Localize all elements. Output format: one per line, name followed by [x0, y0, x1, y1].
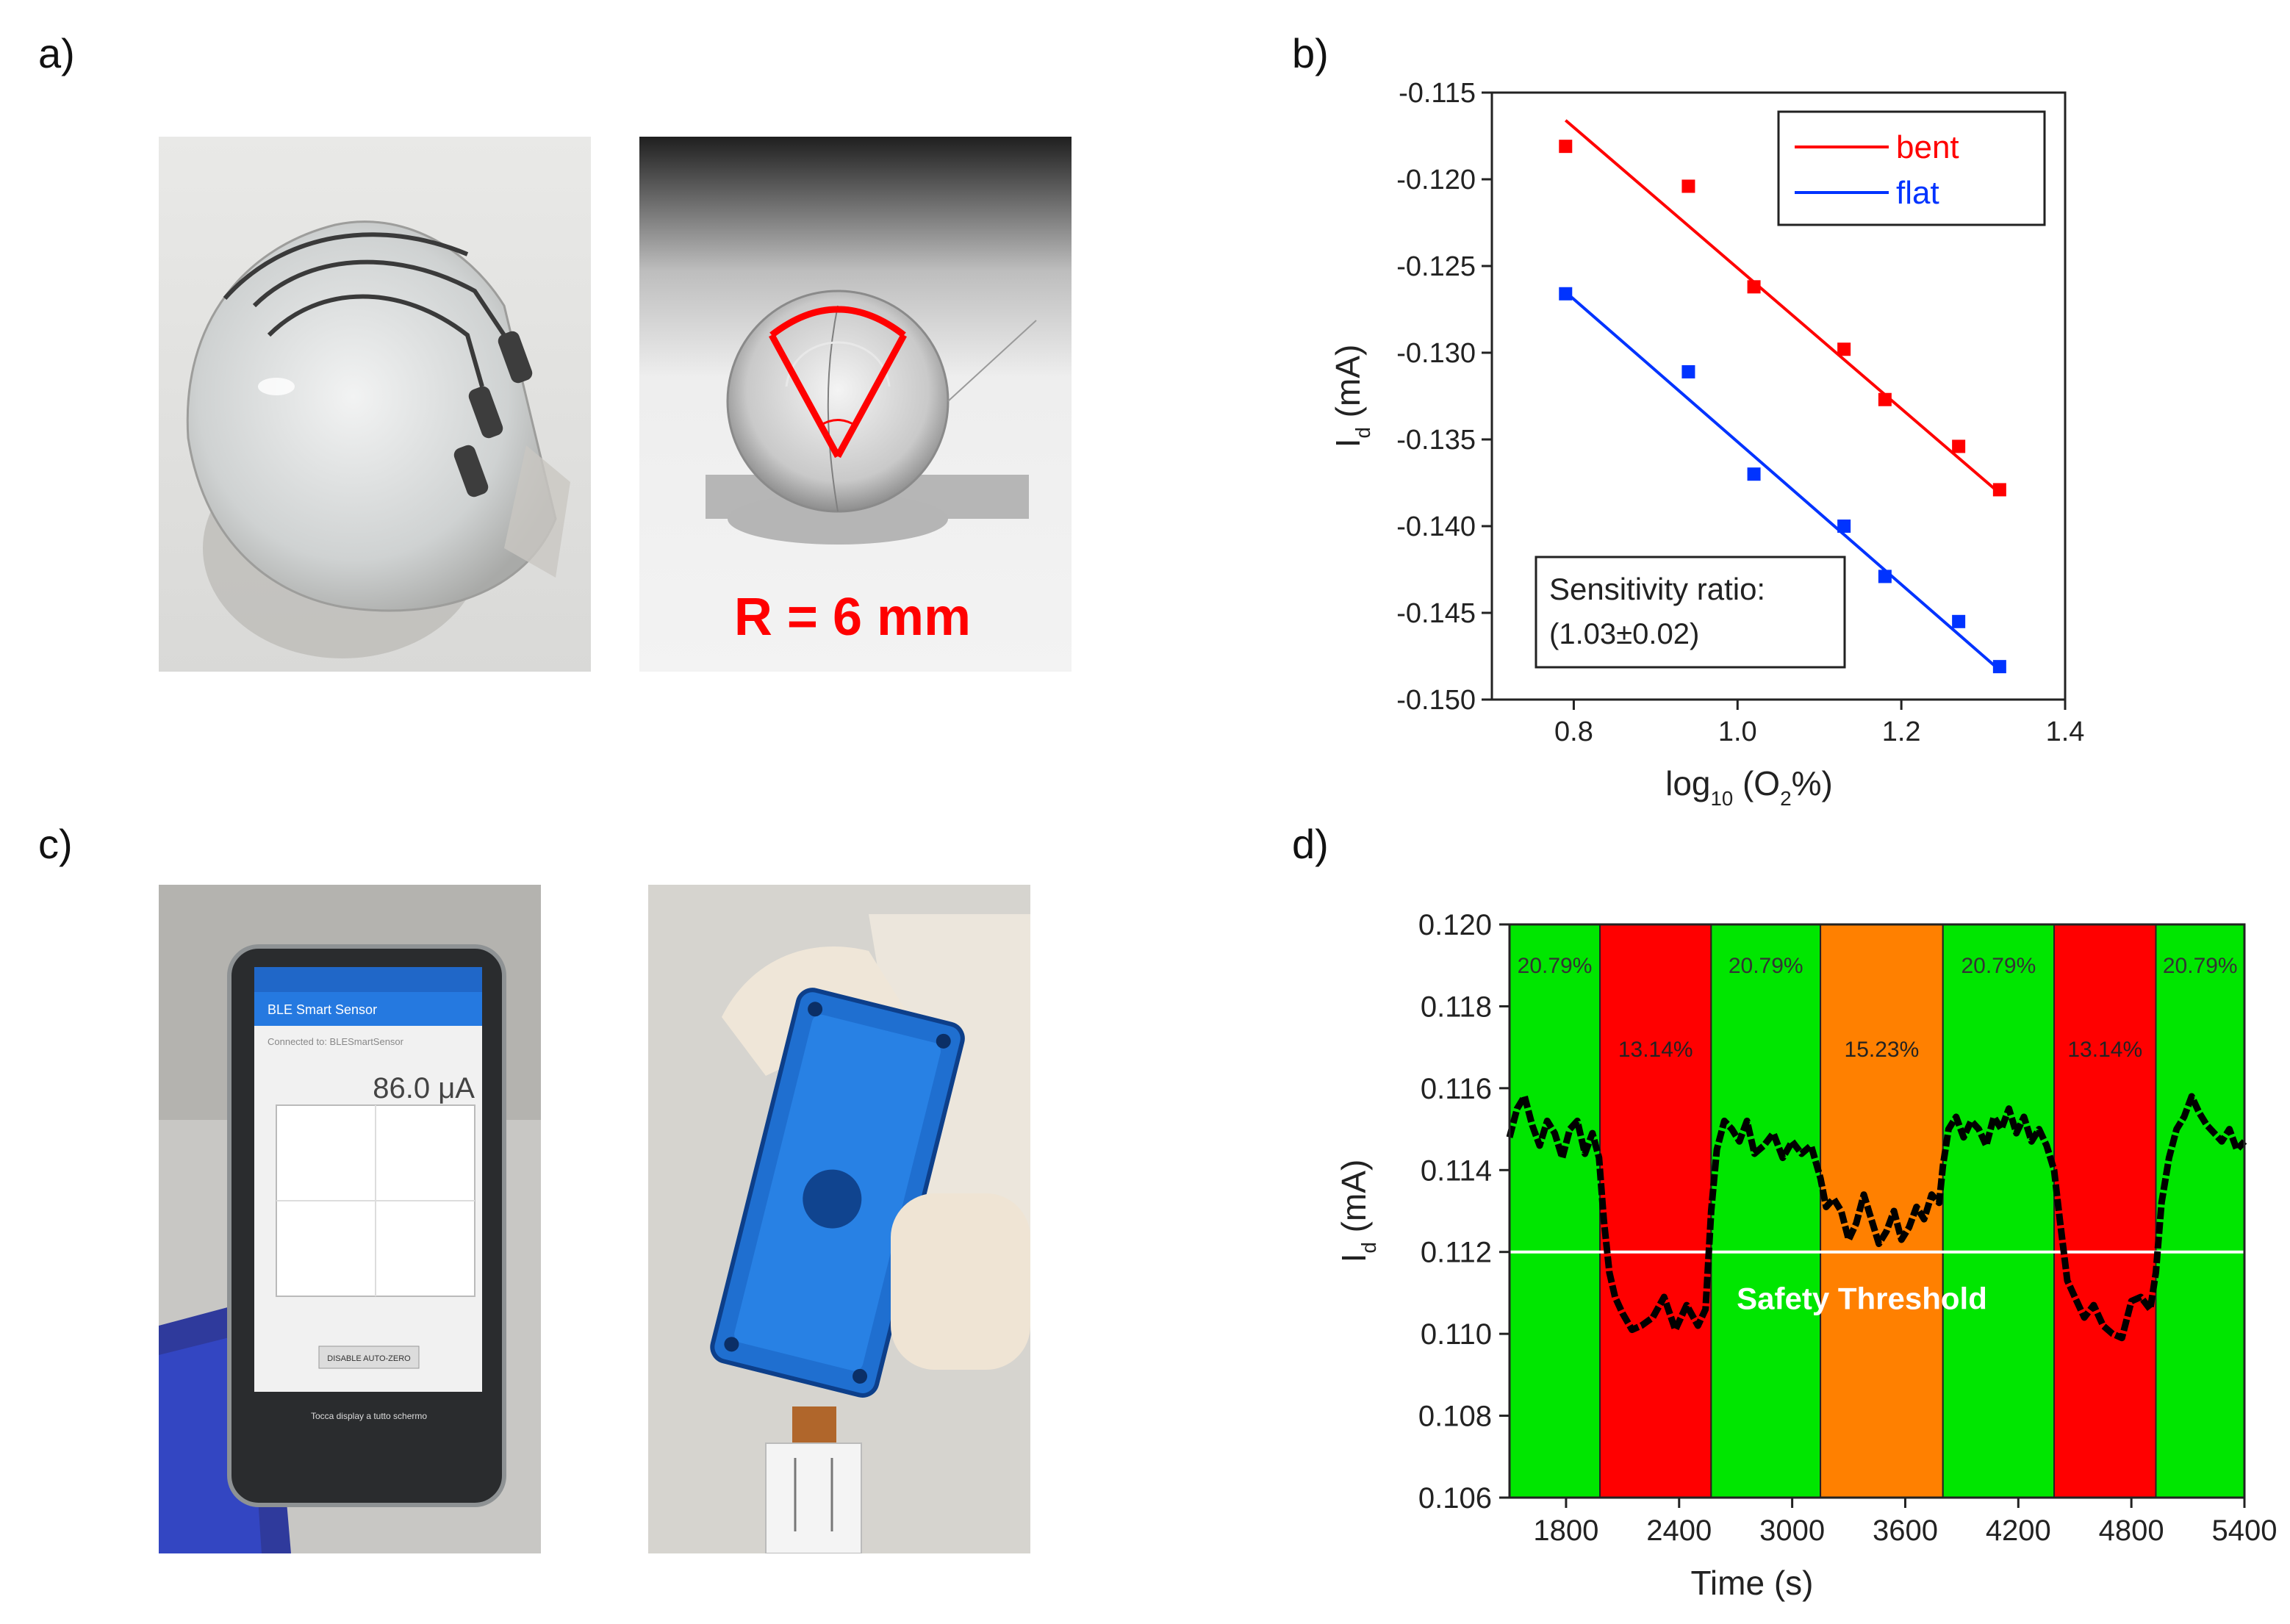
band-green [1710, 924, 1822, 1498]
band-label: 20.79% [2163, 954, 2238, 978]
photo-sensor-on-dome [159, 137, 591, 672]
y-tick-label: 0.108 [1418, 1401, 1492, 1433]
data-point-bent [1747, 280, 1761, 294]
app-current-reading: 86.0 μA [373, 1072, 475, 1104]
y-tick-label: -0.145 [1396, 598, 1476, 629]
x-tick-label: 4800 [2099, 1515, 2164, 1547]
radius-annotation: R = 6 mm [734, 588, 971, 647]
y-tick-label: -0.115 [1399, 78, 1476, 109]
data-point-flat [1837, 520, 1851, 533]
current-trace [1506, 1093, 2247, 1342]
sphere-drawing: R = 6 mm [639, 137, 1072, 672]
x-tick-label: 1.4 [2046, 716, 2085, 747]
panel-label-d: d) [1292, 821, 1329, 867]
data-point-flat [1559, 287, 1573, 301]
app-title: BLE Smart Sensor [268, 1002, 377, 1017]
x-tick-label: 1.0 [1718, 716, 1757, 747]
x-tick-label: 0.8 [1554, 716, 1593, 747]
x-axis-label: log10 (O2%) [1665, 764, 1833, 810]
data-point-flat [1992, 660, 2006, 674]
band-red [1599, 924, 1712, 1498]
app-fullscreen-hint: Tocca display a tutto schermo [311, 1411, 427, 1421]
band-green [2155, 924, 2245, 1498]
data-point-flat [1747, 467, 1761, 481]
fit-line-flat [1564, 290, 2001, 672]
y-tick-label: 0.112 [1421, 1237, 1492, 1269]
smartphone-drawing: BLE Smart Sensor Connected to: BLESmartS… [159, 885, 541, 1553]
chart-b-linear-fit: 0.8 1.0 1.2 1.4 -0.115 -0.120 -0.125 -0.130 -0.1… [1329, 78, 2085, 810]
x-tick-label: 1.2 [1882, 716, 1921, 747]
safety-threshold-label: Safety Threshold [1737, 1282, 1987, 1316]
photo-ble-device [648, 885, 1030, 1553]
data-point-bent [1681, 179, 1695, 193]
y-tick-label: 0.114 [1421, 1154, 1492, 1187]
y-tick-label: 0.120 [1418, 909, 1492, 941]
band-label: 13.14% [2067, 1038, 2142, 1062]
y-tick-label: -0.120 [1396, 165, 1476, 195]
y-tick-label: -0.130 [1396, 338, 1476, 369]
legend-label-flat: flat [1896, 175, 1939, 211]
band-green [1942, 924, 2056, 1498]
app-connected-text: Connected to: BLESmartSensor [268, 1036, 404, 1047]
data-point-bent [1837, 342, 1851, 356]
panel-label-c: c) [38, 821, 73, 867]
y-tick-label: 0.110 [1421, 1318, 1492, 1351]
panel-label-a: a) [38, 30, 75, 76]
y-tick-label: -0.140 [1396, 511, 1476, 542]
x-tick-label: 3000 [1759, 1515, 1825, 1547]
x-tick-label: 4200 [1986, 1515, 2051, 1547]
y-axis-label: Id (mA) [1335, 1160, 1380, 1263]
y-tick-label: 0.106 [1418, 1482, 1492, 1515]
data-point-bent [1559, 140, 1573, 154]
legend-box [1777, 110, 2046, 226]
x-tick-label: 1800 [1533, 1515, 1598, 1547]
y-tick-label: 0.118 [1421, 991, 1492, 1023]
band-label: 20.79% [1729, 954, 1803, 978]
data-point-bent [1952, 439, 1966, 453]
data-point-bent [1878, 392, 1892, 406]
fit-line-bent [1564, 119, 2001, 495]
sensor-on-dome-drawing [159, 137, 591, 672]
x-tick-label: 5400 [2212, 1515, 2278, 1547]
x-tick-label: 2400 [1646, 1515, 1712, 1547]
data-point-flat [1952, 614, 1966, 628]
y-axis-label: Id (mA) [1329, 345, 1374, 448]
data-point-flat [1681, 364, 1695, 378]
annotation-box [1535, 556, 1846, 669]
y-tick-label: 0.116 [1421, 1073, 1492, 1105]
legend-label-bent: bent [1896, 129, 1959, 165]
band-label: 20.79% [1961, 954, 2036, 978]
annotation-line-2: (1.03±0.02) [1549, 618, 1699, 650]
chart-d-time-series: 20.79% 13.14% 20.79% 15.23% 20.79% 13.14% 20.7… [1335, 909, 2277, 1602]
band-orange [1820, 924, 1944, 1498]
annotation-line-1: Sensitivity ratio: [1549, 572, 1765, 606]
photo-sphere: R = 6 mm [639, 137, 1072, 672]
x-tick-label: 3600 [1873, 1515, 1938, 1547]
band-label: 20.79% [1518, 954, 1593, 978]
band-green [1509, 924, 1601, 1498]
data-point-flat [1878, 570, 1892, 583]
photo-smartphone-app: BLE Smart Sensor Connected to: BLESmartS… [159, 885, 541, 1553]
band-label: 15.23% [1845, 1038, 1920, 1062]
band-label: 13.14% [1618, 1038, 1693, 1062]
app-disable-autozero-button: DISABLE AUTO-ZERO [327, 1354, 411, 1363]
band-red [2053, 924, 2157, 1498]
ble-device-drawing [648, 885, 1030, 1553]
y-tick-label: -0.150 [1396, 685, 1476, 716]
y-tick-label: -0.135 [1396, 425, 1476, 456]
x-axis-label: Time (s) [1691, 1564, 1814, 1602]
plot-frame [1508, 923, 2246, 1499]
panel-label-b: b) [1292, 30, 1329, 76]
data-point-bent [1992, 483, 2006, 497]
y-tick-label: -0.125 [1396, 251, 1476, 282]
